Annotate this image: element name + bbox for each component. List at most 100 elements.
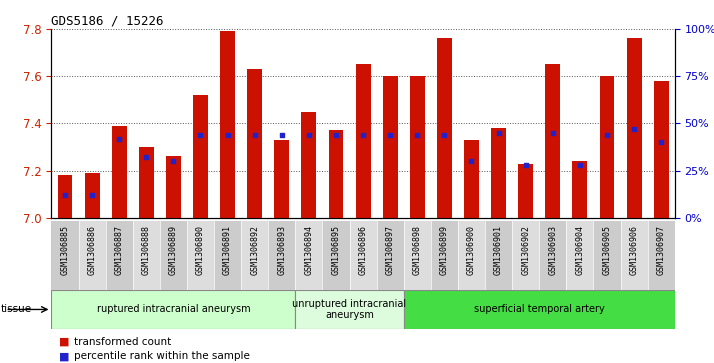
Text: superficial temporal artery: superficial temporal artery [474, 305, 605, 314]
Text: GSM1306907: GSM1306907 [657, 225, 665, 275]
Bar [296, 290, 403, 329]
Bar [620, 221, 648, 290]
Bar [323, 221, 350, 290]
Point [141, 155, 152, 160]
Text: GSM1306905: GSM1306905 [603, 225, 611, 275]
Text: GSM1306901: GSM1306901 [494, 225, 503, 275]
Bar [296, 221, 323, 290]
Bar [491, 128, 506, 218]
Text: GSM1306902: GSM1306902 [521, 225, 531, 275]
Point [168, 158, 179, 164]
Point [222, 132, 233, 138]
Text: GSM1306900: GSM1306900 [467, 225, 476, 275]
Text: ■: ■ [59, 337, 69, 347]
Bar [328, 130, 343, 218]
Text: GSM1306893: GSM1306893 [277, 225, 286, 275]
Text: GSM1306888: GSM1306888 [142, 225, 151, 275]
Text: GSM1306897: GSM1306897 [386, 225, 395, 275]
Bar [111, 126, 126, 218]
Point [574, 162, 585, 168]
Bar [627, 38, 642, 218]
Bar [654, 81, 668, 218]
Bar [648, 221, 675, 290]
Bar [403, 290, 675, 329]
Bar [437, 38, 452, 218]
Bar [573, 161, 588, 218]
Point [466, 158, 477, 164]
Bar [241, 221, 268, 290]
Text: transformed count: transformed count [74, 337, 171, 347]
Point [384, 132, 396, 138]
Text: GSM1306896: GSM1306896 [358, 225, 368, 275]
Bar [84, 173, 99, 218]
Bar [356, 64, 371, 218]
Point [520, 162, 531, 168]
Point [547, 130, 558, 136]
Bar [403, 221, 431, 290]
Text: GSM1306885: GSM1306885 [61, 225, 69, 275]
Point [331, 132, 342, 138]
Point [59, 192, 71, 198]
Text: GDS5186 / 15226: GDS5186 / 15226 [51, 15, 164, 28]
Point [303, 132, 315, 138]
Bar [410, 76, 425, 218]
Text: GSM1306899: GSM1306899 [440, 225, 449, 275]
Text: GSM1306903: GSM1306903 [548, 225, 557, 275]
Text: ■: ■ [59, 351, 69, 362]
Bar [247, 69, 262, 218]
Text: GSM1306894: GSM1306894 [304, 225, 313, 275]
Point [249, 132, 261, 138]
Text: GSM1306906: GSM1306906 [630, 225, 638, 275]
Bar [268, 221, 296, 290]
Text: GSM1306895: GSM1306895 [331, 225, 341, 275]
Bar [51, 221, 79, 290]
Bar [220, 31, 235, 218]
Bar [458, 221, 485, 290]
Text: percentile rank within the sample: percentile rank within the sample [74, 351, 250, 362]
Bar [133, 221, 160, 290]
Bar [431, 221, 458, 290]
Text: GSM1306891: GSM1306891 [223, 225, 232, 275]
Bar [566, 221, 593, 290]
Bar [79, 221, 106, 290]
Bar [593, 221, 620, 290]
Bar [600, 76, 615, 218]
Bar [139, 147, 154, 218]
Text: GSM1306889: GSM1306889 [169, 225, 178, 275]
Bar [350, 221, 376, 290]
Bar [166, 156, 181, 218]
Point [276, 132, 288, 138]
Point [114, 136, 125, 142]
Bar [106, 221, 133, 290]
Point [411, 132, 423, 138]
Point [628, 126, 640, 132]
Bar [539, 221, 566, 290]
Text: GSM1306886: GSM1306886 [88, 225, 96, 275]
Text: GSM1306892: GSM1306892 [250, 225, 259, 275]
Bar [187, 221, 214, 290]
Bar [214, 221, 241, 290]
Point [357, 132, 368, 138]
Point [655, 139, 667, 145]
Bar [51, 290, 296, 329]
Bar [58, 175, 72, 218]
Bar [376, 221, 403, 290]
Bar [301, 111, 316, 218]
Text: tissue: tissue [1, 305, 32, 314]
Text: GSM1306887: GSM1306887 [115, 225, 124, 275]
Bar [274, 140, 289, 218]
Bar [193, 95, 208, 218]
Bar [545, 64, 560, 218]
Point [438, 132, 450, 138]
Bar [518, 163, 533, 218]
Point [86, 192, 98, 198]
Text: unruptured intracranial
aneurysm: unruptured intracranial aneurysm [293, 299, 406, 320]
Text: GSM1306890: GSM1306890 [196, 225, 205, 275]
Bar [512, 221, 539, 290]
Bar [485, 221, 512, 290]
Text: GSM1306898: GSM1306898 [413, 225, 422, 275]
Point [493, 130, 504, 136]
Bar [464, 140, 479, 218]
Point [195, 132, 206, 138]
Bar [383, 76, 398, 218]
